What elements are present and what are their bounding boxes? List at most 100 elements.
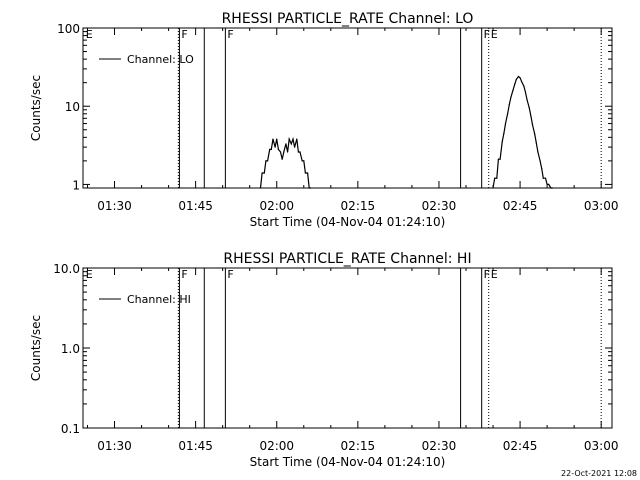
- data-point: [546, 183, 548, 186]
- x-axis-label: Start Time (04-Nov-04 01:24:10): [250, 215, 446, 229]
- data-point: [523, 85, 525, 87]
- data-point: [272, 138, 274, 140]
- data-point: [519, 77, 521, 79]
- data-point: [279, 151, 282, 153]
- data-point: [494, 177, 496, 179]
- data-point: [292, 138, 294, 140]
- y-tick-label: 10.0: [53, 262, 80, 276]
- x-axis-label: Start Time (04-Nov-04 01:24:10): [250, 455, 446, 469]
- y-axis-label: Counts/sec: [29, 75, 43, 141]
- data-point: [537, 151, 539, 153]
- y-axis-label: Counts/sec: [29, 315, 43, 381]
- data-series-line: [492, 75, 553, 189]
- data-point: [299, 151, 301, 153]
- event-marker-label: F: [227, 268, 233, 281]
- data-point: [296, 138, 298, 140]
- x-tick-label: 02:30: [422, 199, 457, 213]
- plot-frame: [82, 267, 613, 429]
- y-tick-label: 1.0: [61, 342, 80, 356]
- chart-title: RHESSI PARTICLE_RATE Channel: HI: [223, 251, 471, 267]
- x-tick-label: 02:15: [341, 439, 376, 453]
- data-point: [306, 172, 309, 174]
- data-point: [285, 143, 287, 145]
- chart-title: RHESSI PARTICLE_RATE Channel: LO: [222, 11, 474, 27]
- data-point: [521, 81, 523, 83]
- data-point: [259, 187, 262, 189]
- x-tick-label: 03:00: [584, 199, 619, 213]
- x-tick-label: 02:30: [422, 439, 457, 453]
- legend-label: Channel: LO: [127, 53, 194, 66]
- data-point: [290, 143, 292, 145]
- data-point: [496, 177, 498, 179]
- data-point: [544, 177, 547, 179]
- event-marker-label: F: [484, 268, 490, 281]
- data-point: [535, 142, 537, 144]
- data-point: [310, 187, 312, 189]
- x-tick-label: 02:00: [259, 439, 294, 453]
- x-tick-label: 02:15: [341, 199, 376, 213]
- data-series-line: [259, 136, 311, 189]
- x-tick-label: 01:45: [178, 439, 213, 453]
- footer-timestamp: 22-Oct-2021 12:08: [561, 469, 637, 478]
- data-point: [281, 158, 283, 160]
- data-point: [274, 146, 276, 148]
- data-point: [508, 103, 510, 106]
- data-point: [539, 160, 541, 162]
- y-tick-label: 0.1: [61, 422, 80, 436]
- data-point: [288, 138, 290, 140]
- data-point: [304, 172, 307, 174]
- event-marker-label: E: [491, 28, 498, 41]
- data-point: [293, 146, 296, 148]
- event-marker-label: E: [86, 28, 93, 41]
- data-point: [541, 167, 543, 170]
- x-tick-label: 02:45: [503, 439, 538, 453]
- data-point: [303, 160, 305, 162]
- data-point: [530, 115, 532, 117]
- x-tick-label: 01:45: [178, 199, 213, 213]
- data-point: [283, 151, 285, 153]
- data-point: [492, 187, 494, 189]
- data-point: [286, 151, 289, 153]
- y-tick-label: 10: [65, 100, 80, 114]
- data-point: [528, 107, 530, 109]
- data-point: [301, 160, 303, 162]
- data-point: [269, 148, 271, 151]
- data-point: [534, 133, 536, 135]
- data-point: [308, 187, 310, 189]
- data-point: [276, 138, 278, 140]
- x-tick-label: 02:45: [503, 199, 538, 213]
- data-point: [501, 141, 503, 143]
- legend-label: Channel: HI: [127, 293, 191, 306]
- plot-frame: [82, 27, 613, 189]
- event-marker-label: F: [181, 268, 187, 281]
- x-tick-label: 03:00: [584, 439, 619, 453]
- event-marker-label: E: [86, 268, 93, 281]
- data-point: [526, 99, 528, 101]
- data-point: [297, 151, 299, 153]
- y-tick-label: 100: [57, 22, 80, 36]
- event-marker-label: E: [491, 268, 498, 281]
- data-point: [510, 96, 512, 98]
- x-tick-label: 01:30: [97, 199, 132, 213]
- data-point: [514, 83, 516, 86]
- data-point: [524, 91, 527, 94]
- data-point: [263, 172, 265, 174]
- data-point: [266, 160, 269, 162]
- chart-panel-0: RHESSI PARTICLE_RATE Channel: LO Start Ti…: [29, 11, 618, 229]
- data-point: [507, 113, 509, 115]
- data-point: [515, 78, 517, 81]
- data-point: [504, 122, 507, 125]
- data-point: [265, 160, 267, 162]
- x-tick-label: 01:30: [97, 439, 132, 453]
- data-point: [531, 124, 534, 126]
- x-tick-label: 02:00: [259, 199, 294, 213]
- event-marker-label: F: [227, 28, 233, 41]
- data-point: [503, 132, 505, 134]
- data-point: [548, 183, 550, 186]
- data-point: [512, 89, 514, 91]
- chart-panel-1: RHESSI PARTICLE_RATE Channel: HI Start Ti…: [29, 251, 618, 469]
- data-point: [277, 148, 279, 151]
- data-point: [270, 148, 272, 151]
- event-marker-label: F: [181, 28, 187, 41]
